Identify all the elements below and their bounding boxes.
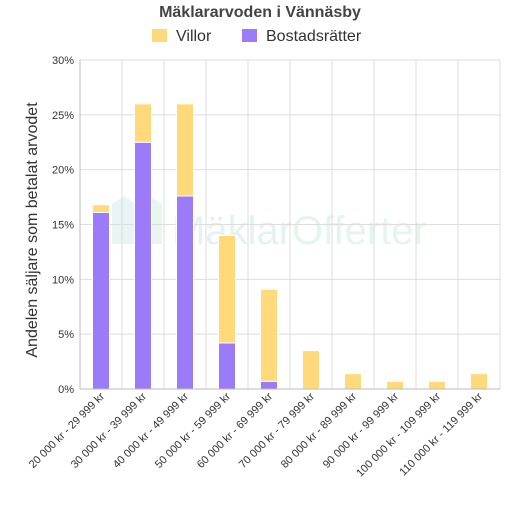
legend: Villor Bostadsrätter bbox=[152, 28, 362, 45]
x-tick-label: 20 000 kr - 29 999 kr bbox=[27, 390, 107, 470]
bar-villor-2[interactable] bbox=[176, 103, 194, 197]
bar-villor-6[interactable] bbox=[344, 373, 362, 390]
bar-villor-5[interactable] bbox=[302, 350, 320, 390]
y-tick-label: 25% bbox=[52, 110, 74, 122]
bar-villor-7[interactable] bbox=[386, 380, 404, 390]
x-tick-label: 30 000 kr - 39 999 kr bbox=[69, 390, 149, 470]
x-tick-label: 60 000 kr - 69 999 kr bbox=[195, 390, 275, 470]
y-tick-label: 5% bbox=[58, 329, 74, 341]
y-tick-label: 30% bbox=[52, 55, 74, 67]
x-tick-label: 80 000 kr - 89 999 kr bbox=[279, 390, 359, 470]
x-tick-label: 70 000 kr - 79 999 kr bbox=[237, 390, 317, 470]
bar-villor-4[interactable] bbox=[260, 288, 278, 382]
y-axis-label: Andelen säljare som betalat arvodet bbox=[24, 102, 41, 358]
bar-villor-9[interactable] bbox=[470, 373, 488, 390]
legend-label[interactable]: Bostadsrätter bbox=[266, 28, 362, 45]
x-tick-label: 40 000 kr - 49 999 kr bbox=[111, 390, 191, 470]
y-tick-label: 0% bbox=[58, 384, 74, 396]
y-tick-labels: 0% 5% 10% 15% 20% 25% 30% bbox=[52, 55, 74, 396]
bar-bostadsratter-4[interactable] bbox=[260, 380, 278, 390]
bar-bostadsratter-2[interactable] bbox=[176, 195, 194, 390]
bars bbox=[92, 103, 488, 390]
x-tick-label: 90 000 kr - 99 999 kr bbox=[321, 390, 401, 470]
x-tick-label: 50 000 kr - 59 999 kr bbox=[153, 390, 233, 470]
bar-villor-1[interactable] bbox=[134, 103, 152, 143]
svg-text:MäklarOfferter: MäklarOfferter bbox=[172, 209, 427, 253]
bar-villor-8[interactable] bbox=[428, 380, 446, 390]
y-tick-label: 20% bbox=[52, 165, 74, 177]
bar-bostadsratter-0[interactable] bbox=[92, 211, 110, 390]
watermark-text-2: Offerter bbox=[292, 209, 427, 253]
legend-swatch-villor[interactable] bbox=[152, 29, 167, 42]
axes bbox=[79, 60, 500, 390]
watermark-house-icon bbox=[112, 196, 136, 244]
bar-villor-0[interactable] bbox=[92, 204, 110, 213]
bar-bostadsratter-1[interactable] bbox=[134, 141, 152, 390]
y-tick-label: 15% bbox=[52, 220, 74, 232]
chart-title: Mäklararvoden i Vännäsby bbox=[159, 4, 361, 21]
legend-label[interactable]: Villor bbox=[176, 28, 212, 45]
legend-swatch-bostadsratter[interactable] bbox=[242, 29, 257, 42]
bar-bostadsratter-3[interactable] bbox=[218, 342, 236, 390]
x-tick-label: 100 000 kr - 109 999 kr bbox=[354, 390, 443, 479]
bar-villor-3[interactable] bbox=[218, 234, 236, 344]
x-tick-label: 110 000 kr - 119 999 kr bbox=[397, 390, 485, 478]
y-tick-label: 10% bbox=[52, 274, 74, 286]
